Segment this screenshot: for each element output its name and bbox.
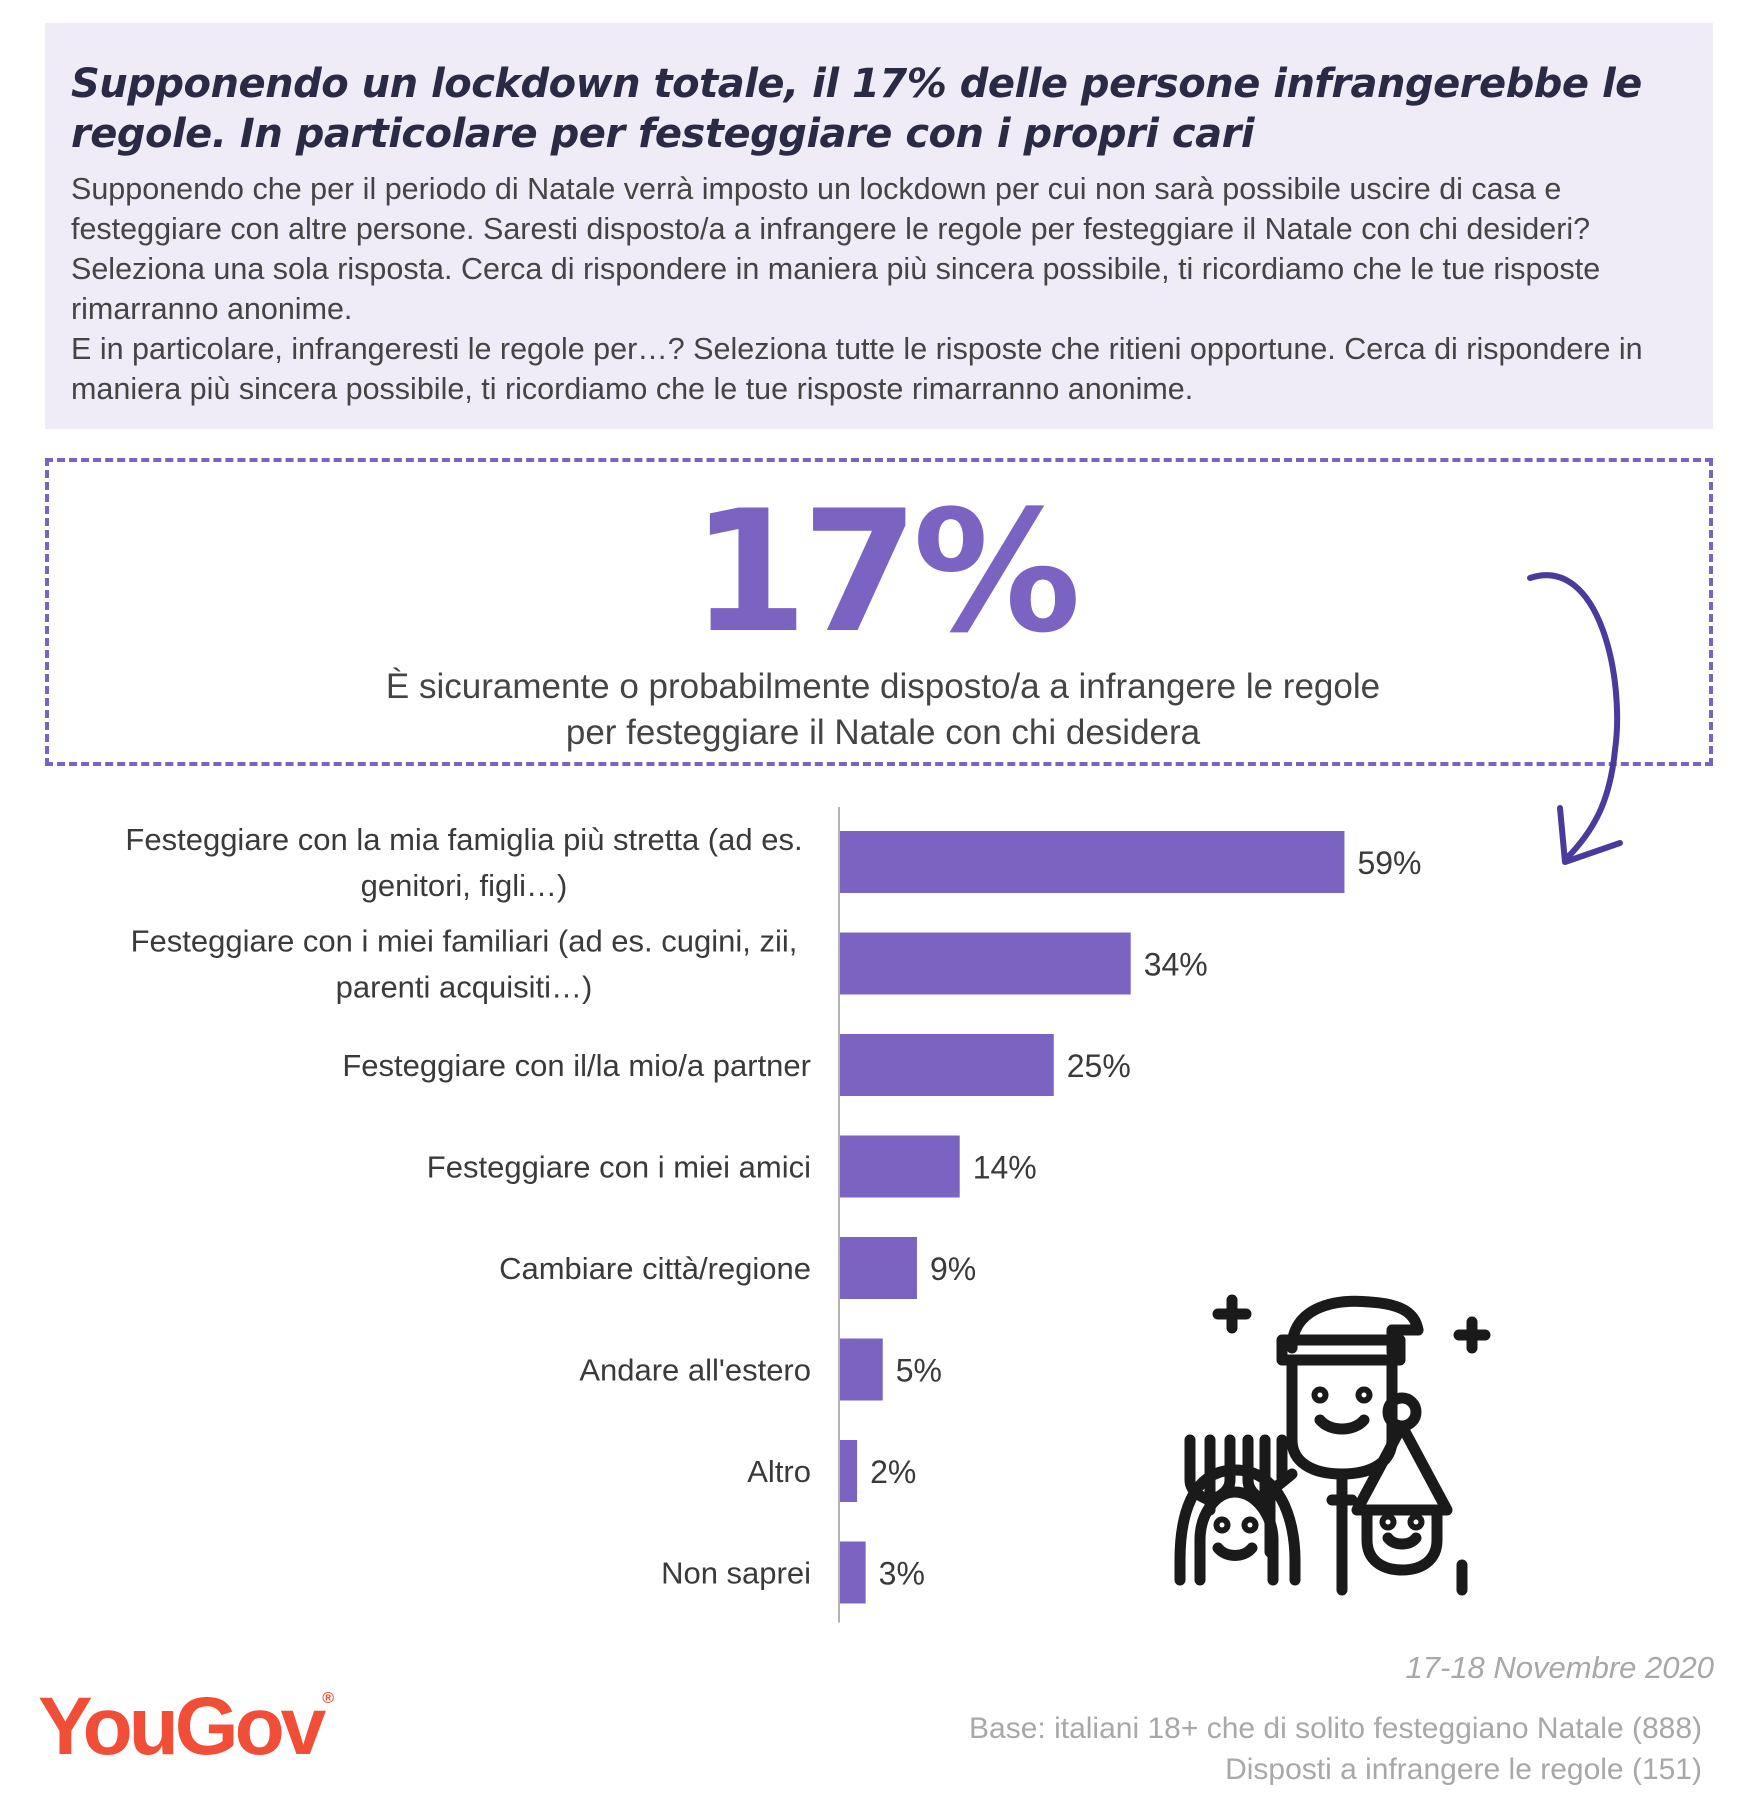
value-label-2: 25% — [1067, 1048, 1131, 1084]
category-label-6: Altro — [747, 1454, 811, 1489]
headline-percentage: 17% — [690, 474, 1081, 670]
value-label-1: 34% — [1144, 947, 1208, 983]
bar-0 — [840, 831, 1345, 893]
category-label-3: Festeggiare con i miei amici — [427, 1150, 811, 1185]
category-label-7: Non saprei — [661, 1556, 811, 1591]
survey-date: 17-18 Novembre 2020 — [1405, 1650, 1714, 1685]
yougov-logo-text: YouGov — [38, 1681, 326, 1772]
header-panel: Supponendo un lockdown totale, il 17% de… — [45, 23, 1713, 429]
category-label-0: Festeggiare con la mia famiglia più stre… — [125, 822, 802, 903]
value-label-4: 9% — [930, 1251, 976, 1287]
bar-3 — [840, 1135, 960, 1198]
value-label-6: 2% — [870, 1454, 916, 1490]
bar-1 — [840, 932, 1131, 995]
question-paragraph-1: Supponendo che per il periodo di Natale … — [71, 172, 1601, 326]
yougov-logo-mark: ® — [322, 1690, 335, 1707]
curved-arrow-down-icon — [1527, 572, 1623, 865]
headline-caption-line-2: per festeggiare il Natale con chi deside… — [565, 713, 1201, 752]
headline-caption-line-1: È sicuramente o probabilmente disposto/a… — [385, 667, 1381, 706]
question-paragraph-2: E in particolare, infrangeresti le regol… — [71, 332, 1643, 406]
headline-caption: È sicuramente o probabilmente disposto/a… — [49, 664, 1717, 756]
page-title: Supponendo un lockdown totale, il 17% de… — [71, 61, 1642, 157]
highlight-box: 17% È sicuramente o probabilmente dispos… — [45, 458, 1713, 766]
bar-4 — [840, 1237, 917, 1299]
bar-5 — [840, 1338, 883, 1401]
category-label-5: Andare all'estero — [579, 1353, 811, 1388]
value-label-3: 14% — [973, 1150, 1037, 1186]
bar-chart: 59% Festeggiare con la mia famiglia più s… — [125, 807, 1421, 1623]
sample-base: Base: italiani 18+ che di solito festegg… — [969, 1708, 1702, 1790]
category-label-1: Festeggiare con i miei familiari (ad es.… — [131, 924, 798, 1005]
sample-base-line-1: Base: italiani 18+ che di solito festegg… — [969, 1712, 1702, 1745]
bar-2 — [840, 1034, 1054, 1096]
category-label-2: Festeggiare con il/la mio/a partner — [342, 1048, 811, 1083]
question-text: Supponendo che per il periodo di Natale … — [71, 169, 1687, 409]
sample-base-line-2: Disposti a infrangere le regole (151) — [1225, 1753, 1702, 1786]
bar-6 — [840, 1440, 858, 1502]
value-label-5: 5% — [896, 1353, 942, 1389]
value-label-7: 3% — [879, 1556, 925, 1592]
christmas-party-people-icon — [1174, 1294, 1491, 1596]
bar-7 — [840, 1541, 866, 1604]
yougov-logo: YouGov® — [38, 1680, 334, 1774]
category-label-4: Cambiare città/regione — [499, 1251, 811, 1286]
value-label-0: 59% — [1357, 845, 1421, 881]
